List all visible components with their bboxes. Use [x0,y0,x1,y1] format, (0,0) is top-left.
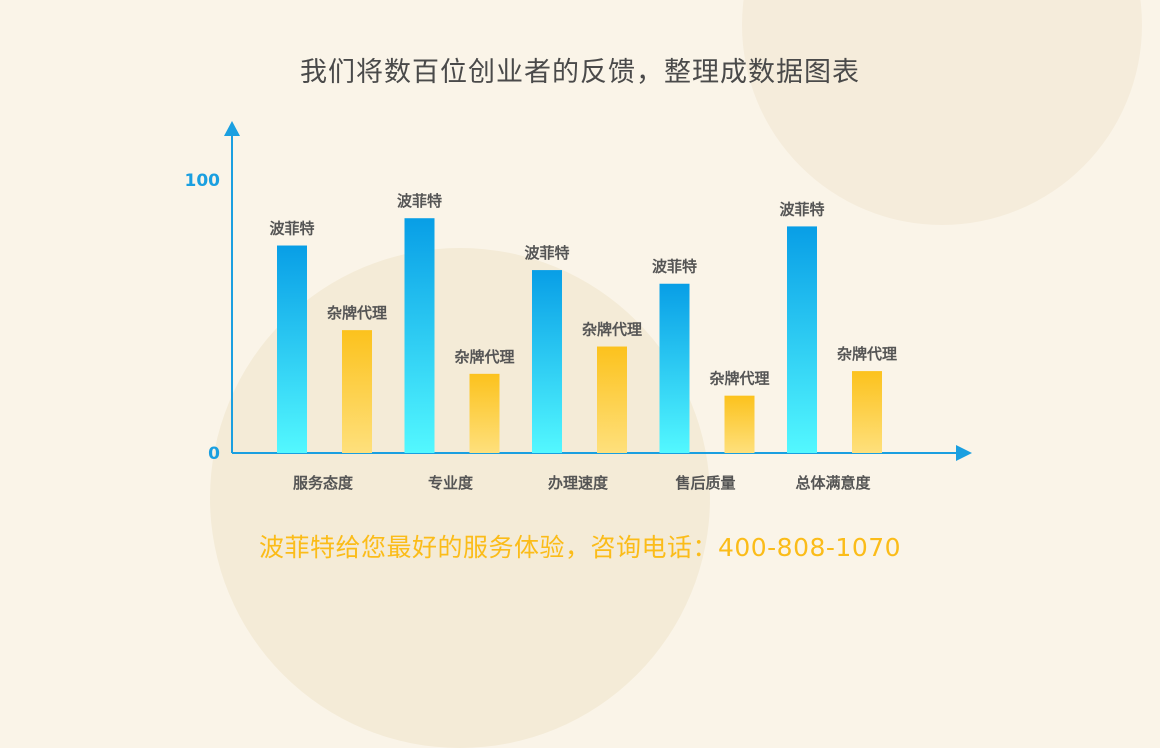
bar-bofeite [277,245,307,453]
bar-series-label: 杂牌代理 [837,345,897,363]
x-category-label: 售后质量 [675,474,735,492]
bar-bofeite [404,218,435,453]
y-tick-label: 100 [185,171,221,191]
x-category-label: 服务态度 [293,474,354,492]
y-axis-arrow-icon [224,121,240,136]
bar-series-label: 杂牌代理 [582,321,642,339]
bar-bofeite [659,283,690,453]
bar-other-agency [597,346,627,453]
bar-series-label: 波菲特 [652,258,697,276]
bar-series-label: 波菲特 [397,192,442,210]
x-axis-arrow-icon [956,445,972,461]
y-tick-label: 0 [208,444,220,464]
bar-series-label: 波菲特 [524,244,569,262]
bar-other-agency [342,330,372,453]
bar-series-label: 波菲特 [779,200,824,218]
bar-other-agency [469,373,500,453]
x-category-label: 总体满意度 [795,474,871,492]
chart-bars [277,218,882,453]
page-title: 我们将数百位创业者的反馈，整理成数据图表 [300,57,860,88]
bar-series-label: 杂牌代理 [454,348,514,366]
bar-other-agency [724,395,755,453]
bar-other-agency [852,371,882,453]
bar-bofeite [532,270,562,453]
bar-series-label: 杂牌代理 [327,304,387,322]
x-category-label: 办理速度 [548,474,609,492]
bar-series-label: 杂牌代理 [709,370,769,388]
contact-footer: 波菲特给您最好的服务体验，咨询电话：400-808-1070 [258,533,902,562]
bar-bofeite [787,226,817,453]
bar-series-label: 波菲特 [269,220,314,238]
x-category-label: 专业度 [428,474,474,492]
